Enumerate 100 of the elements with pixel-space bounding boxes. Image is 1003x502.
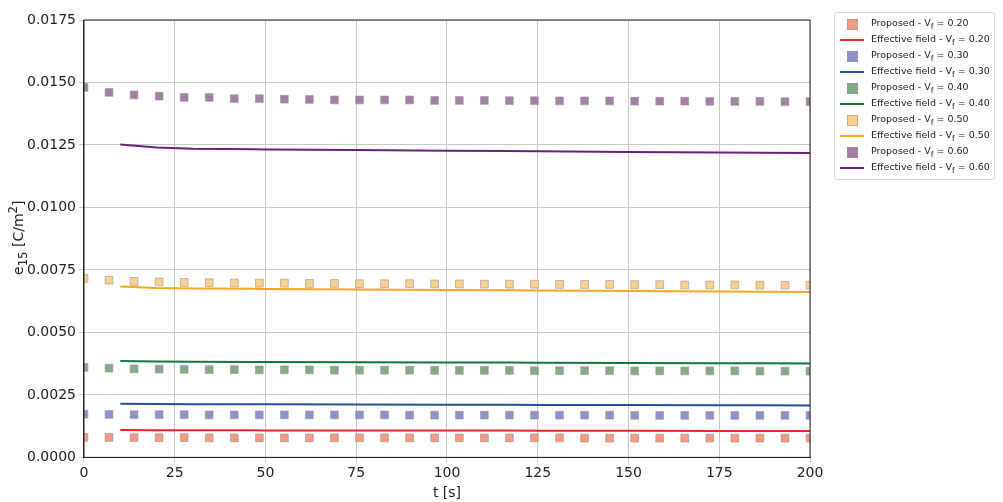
point xyxy=(655,411,665,420)
point xyxy=(655,366,665,376)
point xyxy=(630,366,640,376)
point xyxy=(505,410,514,420)
point xyxy=(204,278,214,288)
legend-label: Proposed - V$_{f}$ = 0.30 xyxy=(871,49,969,63)
point xyxy=(355,95,364,105)
point xyxy=(680,433,690,443)
point xyxy=(380,95,389,105)
point xyxy=(605,280,615,289)
point xyxy=(780,366,790,376)
point xyxy=(129,277,139,286)
point xyxy=(254,365,264,375)
point xyxy=(780,433,790,443)
point xyxy=(730,366,740,376)
point xyxy=(229,94,239,104)
point xyxy=(555,96,564,106)
point xyxy=(104,88,114,97)
point xyxy=(305,410,314,420)
point xyxy=(505,366,514,375)
point xyxy=(555,366,564,376)
point xyxy=(555,433,564,443)
point xyxy=(405,410,414,420)
point xyxy=(705,366,715,376)
x-tick-label: 125 xyxy=(524,464,552,481)
point xyxy=(580,433,589,443)
point xyxy=(755,280,765,290)
point xyxy=(730,97,740,106)
x-tick-label: 50 xyxy=(256,464,275,481)
point xyxy=(154,364,164,374)
point xyxy=(705,411,715,420)
legend-label: Proposed - V$_{f}$ = 0.60 xyxy=(871,145,969,159)
point xyxy=(505,96,514,106)
point xyxy=(530,96,539,106)
point xyxy=(705,97,715,106)
point xyxy=(129,364,139,374)
point xyxy=(279,94,289,104)
legend-label: Proposed - V$_{f}$ = 0.40 xyxy=(871,81,969,95)
point xyxy=(204,410,214,420)
point xyxy=(229,410,239,420)
point xyxy=(454,410,464,420)
point xyxy=(254,278,264,288)
point xyxy=(154,277,164,287)
y-tick-label: 0.0025 xyxy=(26,385,76,402)
point xyxy=(380,279,389,289)
x-axis-title: t [s] xyxy=(432,484,462,501)
point xyxy=(229,365,239,375)
point xyxy=(555,280,564,289)
point xyxy=(705,433,715,443)
point xyxy=(454,279,464,289)
point xyxy=(279,278,289,288)
point xyxy=(479,279,489,289)
point xyxy=(605,410,615,420)
point xyxy=(430,96,440,105)
y-tick-label: 0.0050 xyxy=(26,323,76,340)
point xyxy=(380,365,389,375)
point xyxy=(305,95,314,104)
point xyxy=(204,433,214,443)
point xyxy=(479,433,489,443)
point xyxy=(580,96,589,106)
point xyxy=(305,433,314,443)
point xyxy=(254,94,264,104)
x-tick-label: 175 xyxy=(705,464,733,481)
point xyxy=(330,410,339,420)
point xyxy=(104,275,114,285)
point xyxy=(129,433,139,443)
point xyxy=(479,366,489,375)
point xyxy=(655,280,665,290)
point xyxy=(580,366,589,376)
point xyxy=(430,279,440,289)
point xyxy=(680,280,690,290)
point xyxy=(530,433,539,443)
legend-label: Effective field - V$_{f}$ = 0.30 xyxy=(871,65,990,79)
point xyxy=(154,410,164,420)
point xyxy=(204,365,214,375)
point xyxy=(755,411,765,420)
point xyxy=(454,96,464,105)
point xyxy=(254,433,264,443)
point xyxy=(279,410,289,420)
point xyxy=(555,410,564,420)
point xyxy=(204,93,214,102)
point xyxy=(755,366,765,376)
point xyxy=(430,410,440,420)
point xyxy=(680,411,690,420)
y-tick-label: 0.0175 xyxy=(26,10,76,27)
x-tick-label: 25 xyxy=(165,464,184,481)
legend-label: Proposed - V$_{f}$ = 0.50 xyxy=(871,113,969,127)
point xyxy=(780,280,790,290)
point xyxy=(705,280,715,290)
legend-label: Proposed - V$_{f}$ = 0.20 xyxy=(871,17,969,31)
point xyxy=(305,365,314,375)
point xyxy=(179,433,189,443)
x-tick-label: 0 xyxy=(79,464,89,481)
point xyxy=(179,410,189,420)
y-tick-label: 0.0000 xyxy=(26,448,76,465)
point xyxy=(530,410,539,420)
point xyxy=(380,410,389,420)
point xyxy=(655,96,665,106)
point xyxy=(355,410,364,420)
point xyxy=(630,96,640,106)
